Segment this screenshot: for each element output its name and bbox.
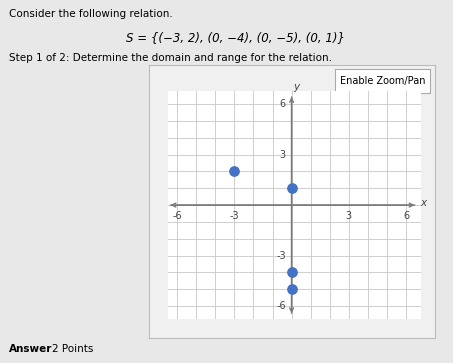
- Text: 6: 6: [280, 99, 286, 109]
- Point: [288, 185, 295, 191]
- Text: -6: -6: [276, 301, 286, 311]
- Text: Enable Zoom/Pan: Enable Zoom/Pan: [340, 76, 425, 86]
- Text: -3: -3: [276, 250, 286, 261]
- Text: -6: -6: [172, 211, 182, 221]
- Point: [288, 269, 295, 275]
- Text: S = {(−3, 2), (0, −4), (0, −5), (0, 1)}: S = {(−3, 2), (0, −4), (0, −5), (0, 1)}: [126, 31, 345, 44]
- Text: Answer: Answer: [9, 344, 53, 354]
- Text: 6: 6: [403, 211, 409, 221]
- Text: 3: 3: [346, 211, 352, 221]
- Text: Step 1 of 2: Determine the domain and range for the relation.: Step 1 of 2: Determine the domain and ra…: [9, 53, 332, 63]
- Point: [288, 286, 295, 292]
- Text: 3: 3: [280, 150, 286, 160]
- Text: 2 Points: 2 Points: [52, 344, 93, 354]
- Text: -3: -3: [230, 211, 239, 221]
- Point: [231, 168, 238, 174]
- Text: x: x: [420, 199, 426, 208]
- Text: Consider the following relation.: Consider the following relation.: [9, 9, 173, 19]
- Text: y: y: [293, 82, 299, 91]
